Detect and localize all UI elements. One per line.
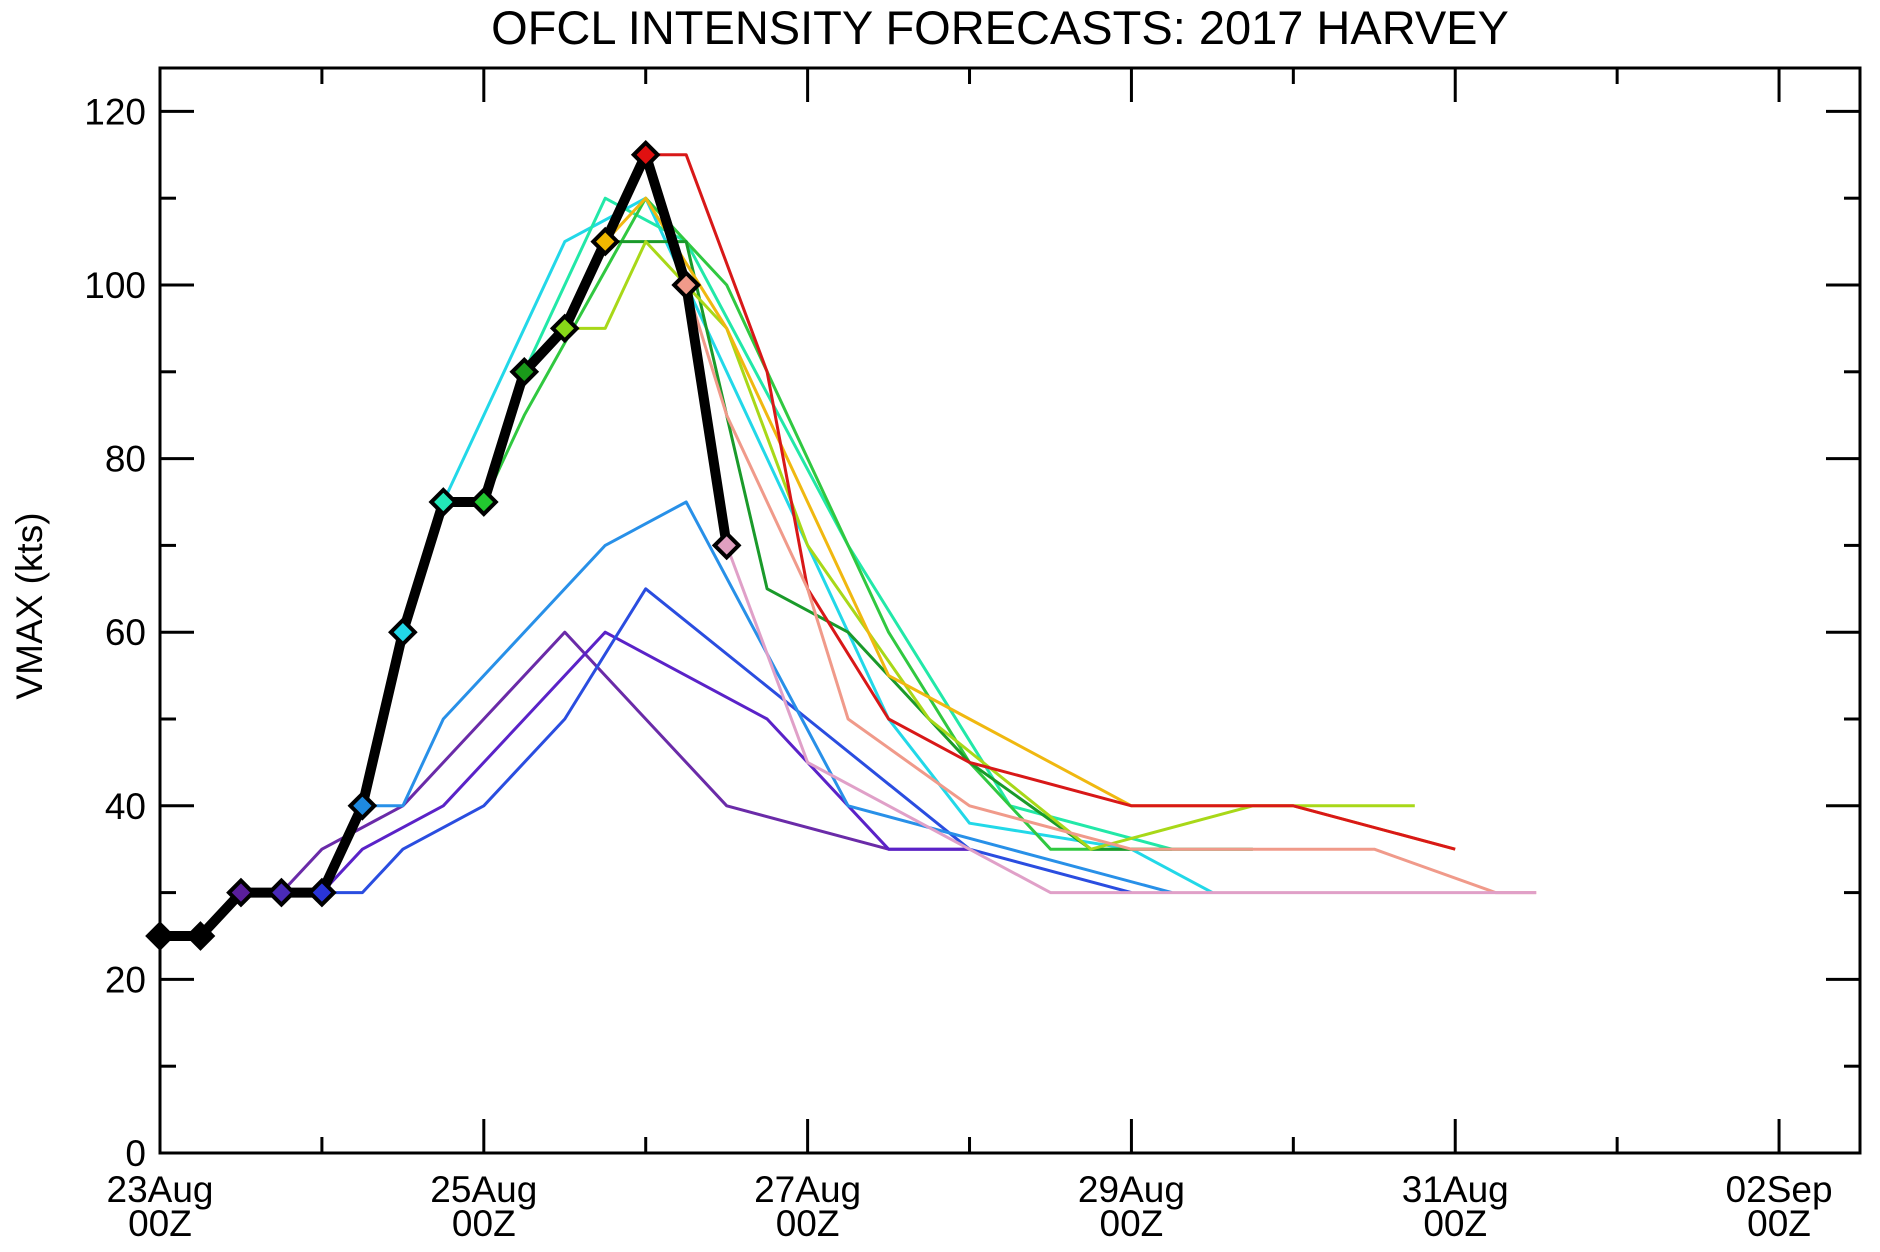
- forecast-line: [645, 153, 1456, 851]
- forecast-line: [362, 500, 1173, 895]
- best-track-marker: [307, 877, 337, 908]
- y-tick-label: 20: [105, 959, 146, 1000]
- y-tick-label: 0: [125, 1133, 146, 1174]
- x-tick-labels: 23Aug00Z25Aug00Z27Aug00Z29Aug00Z31Aug00Z…: [107, 1169, 1833, 1244]
- best-track-marker: [590, 226, 621, 257]
- best-track-marker: [388, 617, 418, 648]
- forecast-line: [725, 544, 1537, 895]
- y-tick-label: 100: [84, 265, 146, 306]
- y-tick-label: 40: [105, 786, 146, 827]
- best-track: [145, 139, 742, 951]
- minor-ticks: [160, 68, 1860, 1153]
- best-track-marker: [185, 921, 216, 951]
- x-tick-label-hour: 00Z: [776, 1203, 840, 1244]
- x-tick-label-hour: 00Z: [1100, 1203, 1164, 1244]
- best-track-marker: [671, 270, 702, 300]
- best-track-marker: [468, 487, 499, 517]
- forecast-line: [482, 196, 1172, 851]
- x-tick-label-date: 29Aug: [1078, 1169, 1185, 1210]
- y-tick-labels: 0 20 40 60 80 100 120: [84, 91, 146, 1174]
- x-tick-label-hour: 00Z: [1423, 1203, 1487, 1244]
- forecast-line: [443, 196, 1173, 851]
- best-track-marker: [145, 921, 175, 951]
- y-tick-label: 80: [105, 439, 146, 480]
- y-axis-label: VMAX (kts): [9, 512, 50, 699]
- y-tick-label: 120: [84, 91, 146, 132]
- x-tick-label-date: 25Aug: [430, 1169, 537, 1210]
- best-track-marker: [347, 790, 378, 821]
- forecast-line: [241, 630, 970, 895]
- x-tick-label-date: 23Aug: [107, 1169, 214, 1210]
- best-track-marker: [509, 356, 540, 387]
- y-tick-label: 60: [105, 612, 146, 653]
- best-track-marker: [266, 877, 297, 908]
- x-tick-label-date: 02Sep: [1726, 1169, 1833, 1210]
- forecast-line: [564, 240, 1415, 851]
- x-tick-label-hour: 00Z: [1747, 1203, 1811, 1244]
- major-ticks: [158, 68, 1860, 1155]
- forecast-line: [523, 240, 1253, 851]
- best-track-marker: [428, 487, 459, 517]
- x-tick-label-hour: 00Z: [452, 1203, 516, 1244]
- x-tick-label-hour: 00Z: [128, 1203, 192, 1244]
- best-track-marker: [630, 139, 661, 170]
- best-track-marker: [549, 313, 580, 344]
- forecast-line: [321, 587, 1132, 895]
- forecast-line: [684, 284, 1537, 895]
- best-track-marker: [226, 877, 256, 908]
- best-track-line: [155, 149, 732, 941]
- chart-title: OFCL INTENSITY FORECASTS: 2017 HARVEY: [491, 1, 1509, 54]
- best-track-marker: [711, 530, 742, 561]
- x-tick-label-date: 27Aug: [754, 1169, 861, 1210]
- plot-frame: [158, 66, 1862, 1155]
- x-tick-label-date: 31Aug: [1402, 1169, 1509, 1210]
